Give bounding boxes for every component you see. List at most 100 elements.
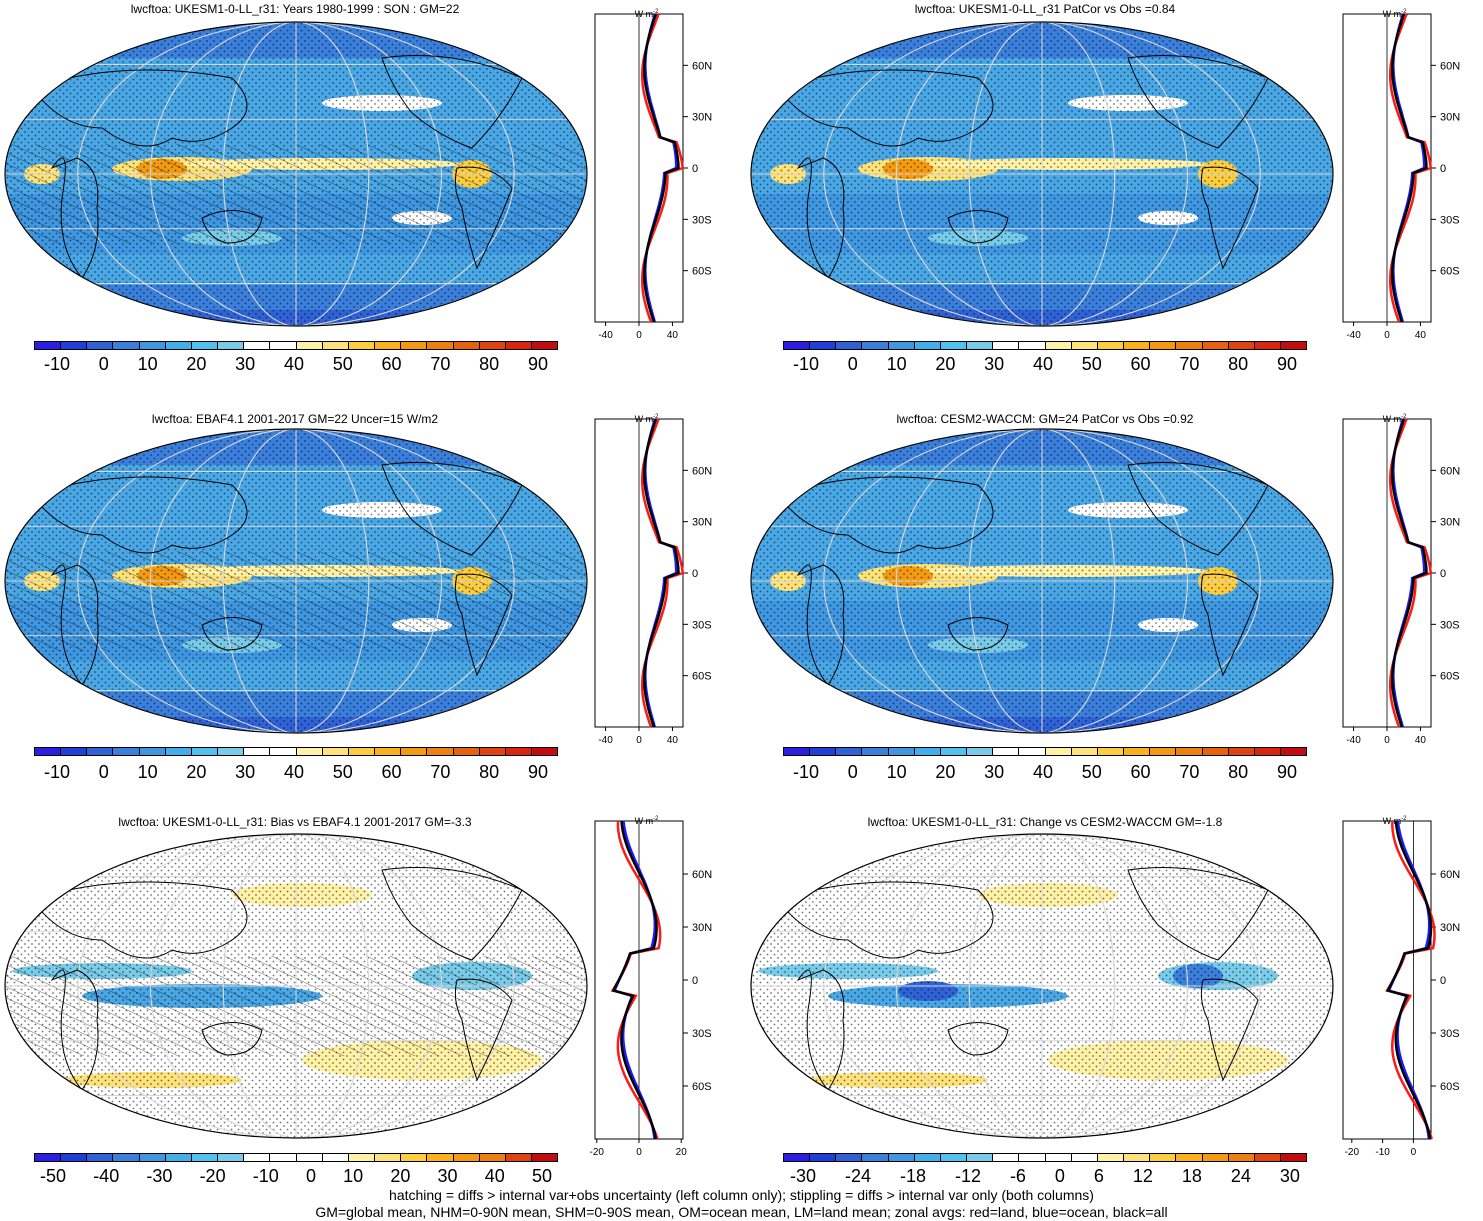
- colorbar-swatch: [967, 342, 994, 349]
- zonal-unit-label: W m-2: [1383, 9, 1407, 19]
- colorbar-swatch: [1254, 342, 1281, 349]
- colorbar-swatch: [139, 748, 166, 755]
- colorbar-tick-label: 30: [984, 762, 1005, 782]
- colorbar-swatch: [862, 1154, 889, 1161]
- colorbar-swatch: [401, 342, 428, 349]
- colorbar-swatch: [322, 748, 349, 755]
- colorbar-swatch: [87, 748, 114, 755]
- colorbar-swatch: [270, 748, 297, 755]
- colorbar-swatch: [401, 748, 428, 755]
- colorbar-tick-label: -6: [1009, 1166, 1026, 1186]
- ocean-zonal-line: [1392, 418, 1426, 728]
- colorbar-tick-label: 60: [1130, 762, 1151, 782]
- colorbar-swatch: [165, 342, 192, 349]
- lat-tick-label: 30S: [1440, 619, 1460, 631]
- zonal-x-tick-label: 40: [667, 330, 679, 341]
- colorbar-tick-label: -12: [954, 1166, 981, 1186]
- all-zonal-line: [611, 820, 658, 1140]
- zonal-x-tick-label: 20: [676, 1147, 688, 1158]
- colorbar-tick-label: 30: [1279, 1166, 1300, 1186]
- zonal-x-tick-label: 0: [1411, 1147, 1417, 1158]
- lat-tick-label: 30N: [692, 922, 712, 934]
- colorbar-swatch: [888, 342, 915, 349]
- colorbar-swatch: [836, 1154, 863, 1161]
- colorbar-swatch: [296, 1154, 323, 1161]
- zonal-mean-plot: W m-2 60N 30N 0 30S 60S -20 -10 0: [1342, 816, 1460, 1158]
- colorbar-swatch: [810, 748, 837, 755]
- colorbar-swatch: [810, 342, 837, 349]
- zonal-x-tick-label: -40: [598, 330, 613, 341]
- colorbar-swatch: [218, 342, 245, 349]
- colorbar-swatch: [914, 1154, 941, 1161]
- colorbar-tick-label: 40: [283, 762, 304, 782]
- lat-tick-label: 30N: [1440, 517, 1460, 529]
- colorbar-tick-label: 0: [847, 762, 858, 782]
- world-map: [4, 428, 588, 734]
- colorbar-swatch: [191, 1154, 219, 1161]
- colorbar-tick-label: 70: [1179, 762, 1200, 782]
- colorbar: [34, 747, 558, 756]
- colorbar-tick-label: 50: [531, 1166, 552, 1186]
- colorbar-swatch: [1045, 1154, 1072, 1161]
- colorbar-labels: -10 0 10 20 30 40 50 60 70 80 90: [793, 354, 1297, 375]
- colorbar-tick-label: -10: [793, 762, 820, 782]
- lat-tick-label: 60N: [692, 465, 712, 477]
- colorbar-swatch: [1280, 748, 1307, 755]
- colorbar-swatch: [1176, 748, 1203, 755]
- zonal-mean-plot: W m-2 60N 30N 0 30S 60S -40 0 40: [1342, 9, 1460, 341]
- colorbar-swatch: [914, 342, 941, 349]
- colorbar-swatch: [348, 342, 376, 349]
- lat-tick-label: 30N: [1440, 922, 1460, 934]
- colorbar-swatch: [1280, 342, 1307, 349]
- lat-tick-label: 0: [1440, 975, 1446, 987]
- colorbar-tick-label: 70: [1179, 354, 1200, 374]
- colorbar-swatch: [1019, 748, 1046, 755]
- colorbar-swatch: [1228, 748, 1255, 755]
- zonal-unit-label: W m-2: [1383, 816, 1407, 826]
- colorbar-tick-label: 30: [984, 354, 1005, 374]
- colorbar-tick-label: 24: [1230, 1166, 1251, 1186]
- colorbar-tick-label: 40: [283, 354, 304, 374]
- colorbar-swatch: [244, 342, 271, 349]
- colorbar-tick-label: -10: [793, 354, 820, 374]
- colorbar-swatch: [139, 342, 166, 349]
- colorbar-tick-label: 20: [935, 354, 956, 374]
- colorbar-swatch: [35, 748, 62, 755]
- zonal-x-tick-label: -20: [1345, 1147, 1360, 1158]
- colorbar-swatch: [1124, 342, 1151, 349]
- colorbar-swatch: [87, 1154, 114, 1161]
- colorbar-swatch: [993, 1154, 1020, 1161]
- colorbar-swatch: [1045, 748, 1072, 755]
- colorbar-swatch: [375, 748, 402, 755]
- colorbar-swatch: [218, 1154, 245, 1161]
- colorbar-swatch: [35, 342, 62, 349]
- lat-tick-label: 0: [692, 568, 698, 580]
- colorbar-tick-label: 60: [381, 762, 402, 782]
- colorbar-tick-label: -30: [146, 1166, 173, 1186]
- colorbar-swatch: [993, 748, 1020, 755]
- colorbar: [34, 1153, 558, 1162]
- colorbar-swatch: [427, 1154, 454, 1161]
- colorbar: [783, 1153, 1307, 1162]
- colorbar-swatch: [1150, 748, 1177, 755]
- map-border: [4, 21, 588, 327]
- colorbar-swatch: [244, 1154, 271, 1161]
- zonal-x-tick-label: 40: [667, 735, 679, 746]
- colorbar-tick-label: 80: [479, 354, 500, 374]
- world-map: [4, 833, 588, 1139]
- zonal-x-tick-label: 0: [1384, 735, 1390, 746]
- colorbar-swatch: [1228, 342, 1255, 349]
- panel-title: lwcftoa: UKESM1-0-LL_r31: Years 1980-199…: [130, 2, 460, 16]
- all-zonal-line: [643, 13, 680, 323]
- colorbar-swatch: [1202, 748, 1229, 755]
- zonal-x-tick-label: 40: [1415, 330, 1427, 341]
- lat-tick-label: 60S: [692, 1081, 712, 1093]
- colorbar-tick-label: 18: [1181, 1166, 1202, 1186]
- lat-tick-label: 0: [1440, 163, 1446, 175]
- colorbar-swatch: [348, 1154, 376, 1161]
- colorbar-tick-label: 60: [381, 354, 402, 374]
- colorbar-swatch: [479, 1154, 506, 1161]
- colorbar-swatch: [113, 748, 140, 755]
- colorbar-swatch: [1045, 342, 1072, 349]
- colorbar-tick-label: -40: [93, 1166, 120, 1186]
